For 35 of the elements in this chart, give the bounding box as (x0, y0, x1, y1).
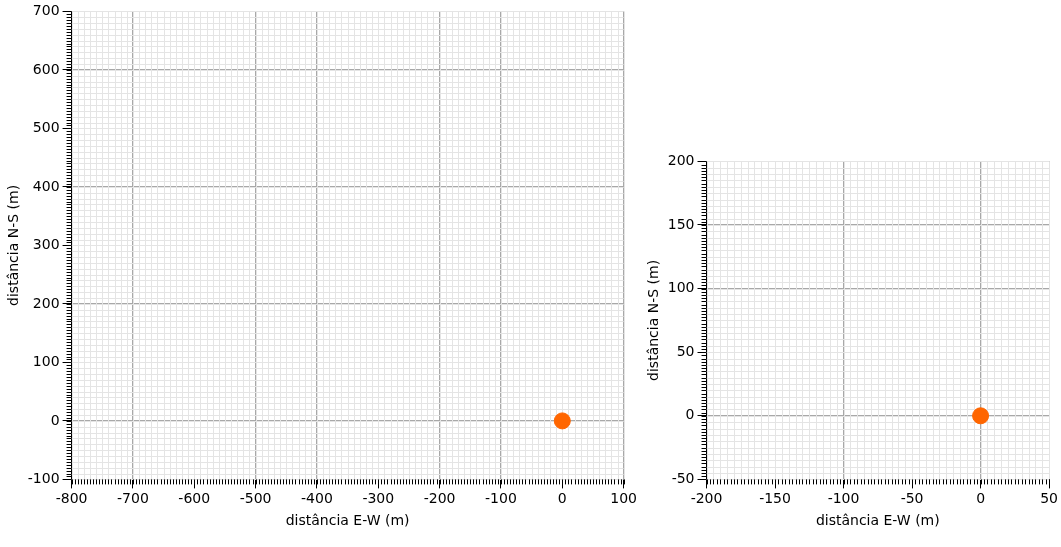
y-tick-label: -100 (27, 470, 60, 487)
x-tick-label: -200 (690, 490, 723, 507)
x-tick-label: -600 (178, 490, 211, 507)
y-tick-label: 500 (32, 119, 60, 136)
x-tick-label: -500 (239, 490, 272, 507)
y-tick-label: 100 (32, 353, 60, 370)
y-tick-label: 0 (50, 411, 60, 428)
x-tick-label: 50 (1040, 490, 1059, 507)
x-tick-label: -800 (55, 490, 88, 507)
y-tick-label: 400 (32, 177, 60, 194)
x-tick-label: -400 (301, 490, 333, 507)
x-tick-label: 0 (976, 490, 986, 507)
y-axis-title: distância N-S (m) (5, 184, 22, 306)
x-axis-title: distância E-W (m) (815, 512, 940, 529)
y-tick-label: 200 (667, 152, 695, 169)
x-tick-label: -100 (827, 490, 860, 507)
x-axis-title: distância E-W (m) (285, 512, 410, 529)
x-tick-label: -700 (117, 490, 149, 507)
y-tick-label: -50 (671, 470, 695, 487)
x-tick-label: 0 (557, 490, 567, 507)
y-tick-label: 600 (32, 60, 60, 77)
x-tick-label: -300 (362, 490, 395, 507)
x-tick-label: -200 (423, 490, 456, 507)
x-tick-label: 100 (610, 490, 638, 507)
x-tick-label: -150 (759, 490, 791, 507)
y-tick-label: 50 (676, 342, 695, 359)
y-tick-label: 300 (32, 236, 60, 253)
y-axis-title: distância N-S (m) (645, 259, 662, 381)
y-tick-label: 0 (685, 406, 695, 423)
y-tick-label: 700 (32, 2, 60, 19)
y-tick-label: 150 (667, 215, 695, 232)
x-tick-label: -100 (485, 490, 517, 507)
y-tick-label: 100 (667, 279, 695, 296)
y-tick-label: 200 (32, 294, 60, 311)
x-tick-label: -50 (900, 490, 924, 507)
